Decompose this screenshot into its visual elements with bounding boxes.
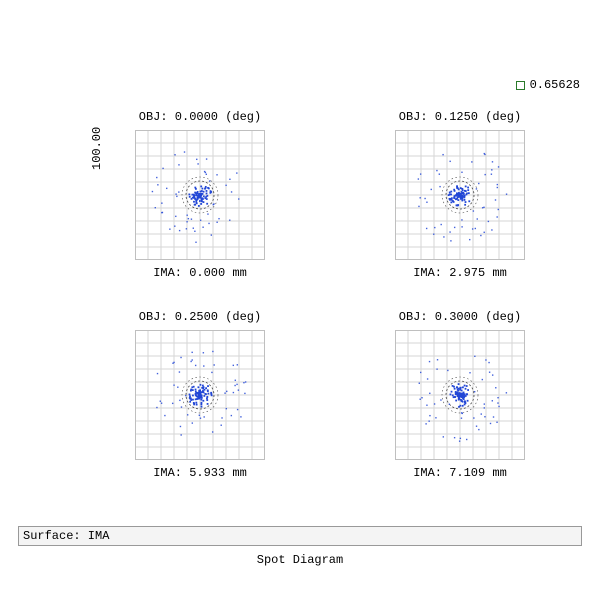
- spot-box: [135, 330, 265, 460]
- panel-ima-label: IMA: 0.000 mm: [153, 266, 247, 280]
- panel-grid: OBJ: 0.0000 (deg) IMA: 0.000 mm OBJ: 0.125…: [110, 110, 550, 480]
- legend-marker-icon: [516, 81, 525, 90]
- panel-obj-label: OBJ: 0.3000 (deg): [399, 310, 521, 324]
- spot-panel: OBJ: 0.0000 (deg) IMA: 0.000 mm: [110, 110, 290, 280]
- spot-panel: OBJ: 0.2500 (deg) IMA: 5.933 mm: [110, 310, 290, 480]
- spot-box: [135, 130, 265, 260]
- plot-area: 100.00 OBJ: 0.0000 (deg)IMA: 0.000 mmOBJ…: [40, 110, 560, 500]
- legend-label: 0.65628: [530, 78, 580, 92]
- panel-ima-label: IMA: 5.933 mm: [153, 466, 247, 480]
- panel-obj-label: OBJ: 0.2500 (deg): [139, 310, 261, 324]
- surface-label: Surface: IMA: [23, 529, 109, 543]
- diagram-title: Spot Diagram: [18, 553, 582, 567]
- spot-panel: OBJ: 0.1250 (deg) IMA: 2.975 mm: [370, 110, 550, 280]
- panel-ima-label: IMA: 2.975 mm: [413, 266, 507, 280]
- spot-box: [395, 330, 525, 460]
- panel-ima-label: IMA: 7.109 mm: [413, 466, 507, 480]
- spot-box: [395, 130, 525, 260]
- panel-obj-label: OBJ: 0.0000 (deg): [139, 110, 261, 124]
- y-axis-label: 100.00: [90, 127, 104, 170]
- panel-obj-label: OBJ: 0.1250 (deg): [399, 110, 521, 124]
- surface-bar: Surface: IMA: [18, 526, 582, 546]
- wavelength-legend: 0.65628: [516, 78, 580, 92]
- spot-panel: OBJ: 0.3000 (deg) IMA: 7.109 mm: [370, 310, 550, 480]
